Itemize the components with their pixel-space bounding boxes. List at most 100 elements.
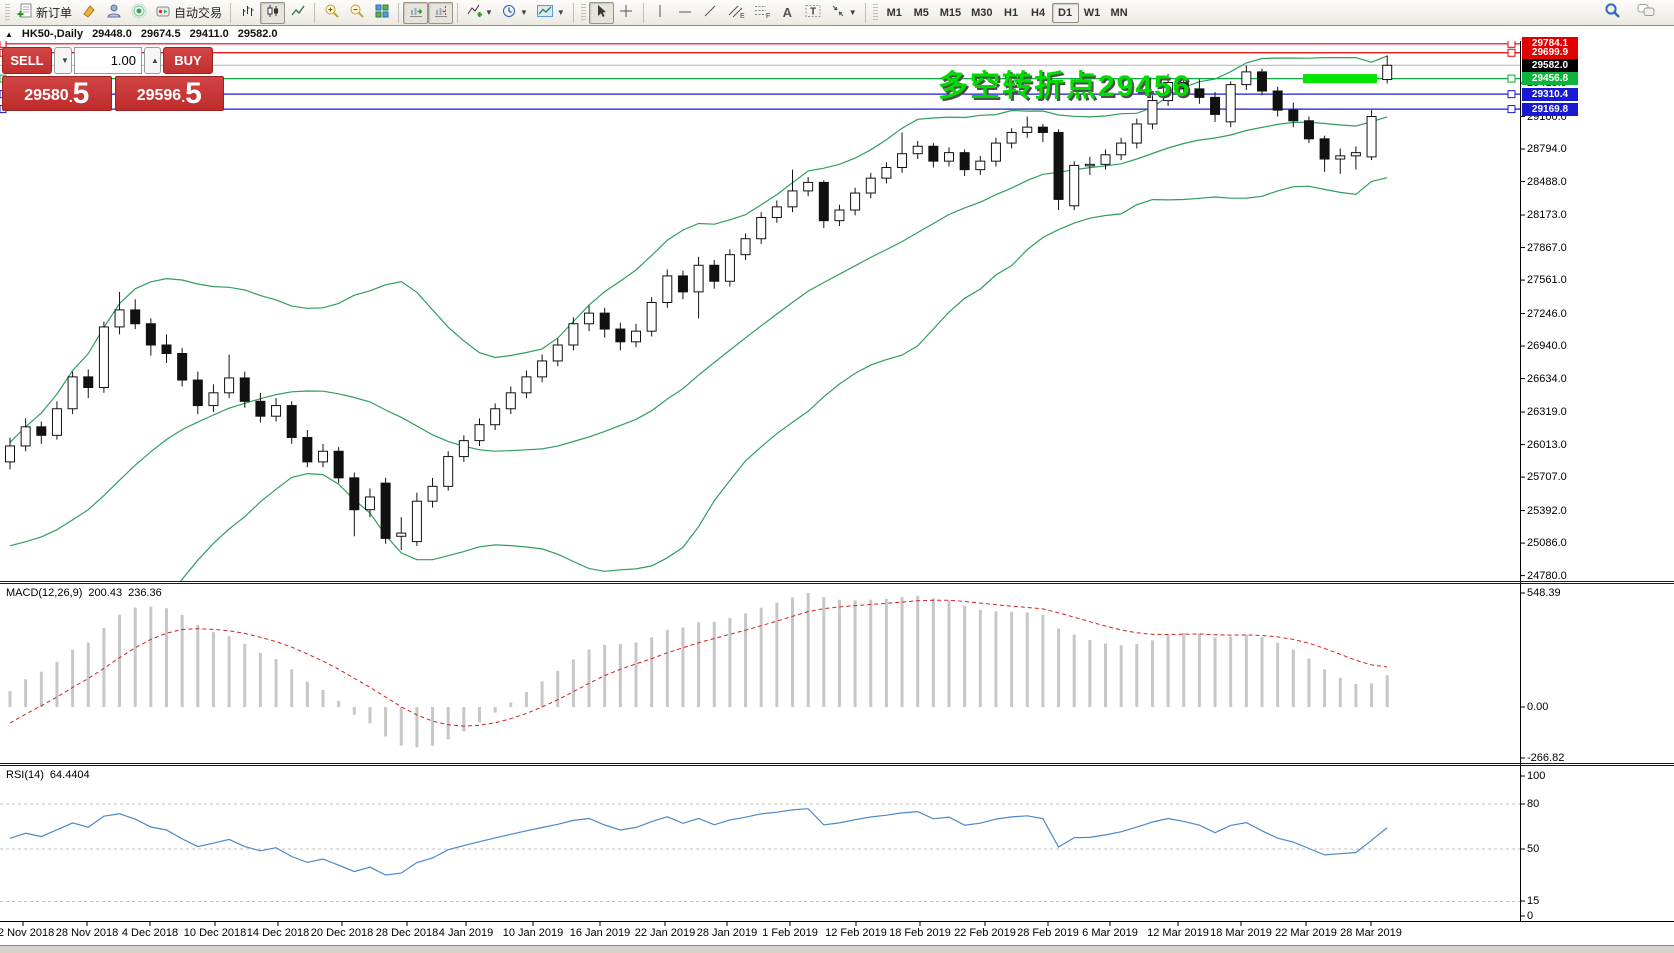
fibonacci-icon: F (753, 3, 771, 22)
trendline-icon (702, 3, 718, 22)
sell-price-dot: . (68, 89, 73, 105)
chat-icon[interactable] (1637, 2, 1656, 23)
arrows-tool-button[interactable]: ▼ (826, 2, 861, 24)
autotrading-button[interactable]: 自动交易 (151, 2, 226, 24)
timeframe-toolbar: M1 M5 M15 M30 H1 H4 D1 W1 MN (881, 2, 1133, 23)
channel-icon: E (727, 3, 745, 22)
caret-down-icon: ▼ (485, 8, 493, 17)
toolbar-separator (230, 2, 232, 23)
svg-text:T: T (810, 7, 816, 18)
text-tool-button[interactable]: A (775, 2, 800, 24)
new-order-button[interactable]: 新订单 (13, 2, 76, 24)
horizontal-line-tool-button[interactable] (673, 2, 698, 24)
timeframe-button-m5[interactable]: M5 (908, 3, 935, 23)
templates-button[interactable]: ▼ (532, 2, 569, 24)
metaeditor-button[interactable] (76, 2, 101, 24)
candlesticks (5, 55, 1393, 551)
toolbar-separator (314, 2, 316, 23)
trendline-tool-button[interactable] (698, 2, 723, 24)
sell-price-big-digit: 5 (72, 77, 90, 110)
bar-chart-mode-button[interactable] (235, 2, 260, 24)
buy-price-dot: . (181, 89, 186, 105)
line-chart-icon (290, 3, 306, 22)
window-bottom-edge (0, 945, 1674, 953)
auto-scroll-icon (408, 3, 424, 22)
macd-indicator-label: MACD(12,26,9) 200.43 236.36 (6, 587, 162, 599)
buy-price-display[interactable]: 29596. 5 (114, 76, 224, 111)
caret-up-icon: ▲ (151, 56, 159, 65)
toolbar-separator (864, 2, 866, 23)
indicators-icon (466, 3, 483, 22)
timeframe-button-h4[interactable]: H4 (1025, 3, 1052, 23)
chart-title-bar: ▲ HK50-,Daily 29448.0 29674.5 29411.0 29… (0, 27, 1520, 41)
cursor-tool-button[interactable] (588, 1, 614, 24)
timeframe-button-mn[interactable]: MN (1106, 3, 1133, 23)
fibonacci-tool-button[interactable]: F (749, 2, 775, 24)
volume-dropdown-button[interactable]: ▼ (54, 47, 72, 74)
chart-shift-icon (433, 3, 449, 22)
caret-down-icon: ▼ (519, 8, 528, 17)
crosshair-icon (618, 3, 634, 22)
cursor-icon (593, 3, 609, 22)
toolbar: 新订单 自动交易 ▼ ▼ ▼ (0, 0, 1674, 26)
bar-chart-icon (240, 3, 256, 22)
macd-signal-line (9, 599, 1388, 727)
toolbar-separator (398, 2, 400, 23)
ohlc-open: 29448.0 (92, 28, 132, 40)
equidistant-channel-tool-button[interactable]: E (723, 2, 749, 24)
sell-price-main: 29580 (24, 87, 69, 104)
vertical-line-tool-button[interactable] (648, 2, 673, 24)
search-icon[interactable] (1604, 2, 1621, 24)
chart-shift-button[interactable] (428, 1, 454, 24)
rsi-name: RSI(14) (6, 769, 44, 781)
user-icon (106, 3, 122, 22)
chart-annotation-text[interactable]: 多空转折点29456 (938, 70, 1192, 103)
sell-price-display[interactable]: 29580. 5 (2, 76, 112, 111)
price-level-lines (0, 39, 1520, 114)
tile-windows-icon (374, 3, 390, 22)
toolbar-right-icons (1604, 2, 1656, 24)
macd-signal-value: 236.36 (128, 587, 162, 599)
volume-input[interactable] (74, 47, 142, 74)
autotrading-icon (155, 3, 171, 22)
toolbar-grip[interactable] (580, 3, 586, 22)
rsi-indicator-label: RSI(14) 64.4404 (6, 769, 90, 781)
buy-price-big-digit: 5 (185, 77, 202, 110)
indicators-button[interactable]: ▼ (462, 2, 497, 24)
new-order-icon (17, 3, 33, 22)
toolbar-separator (457, 2, 459, 23)
horizontal-line-icon (677, 6, 693, 20)
zoom-in-button[interactable] (319, 2, 344, 24)
sell-button[interactable]: SELL (2, 47, 52, 74)
toolbar-separator (642, 2, 644, 23)
periods-button[interactable]: ▼ (497, 2, 532, 24)
text-label-tool-button[interactable]: T (800, 2, 826, 24)
timeframe-button-w1[interactable]: W1 (1079, 3, 1106, 23)
annotation-highlight-bar (1303, 74, 1377, 84)
toolbar-grip[interactable] (872, 3, 878, 22)
volume-increase-button[interactable]: ▲ (144, 47, 161, 74)
timeframe-button-m1[interactable]: M1 (881, 3, 908, 23)
collapse-triangle-icon[interactable]: ▲ (5, 29, 13, 39)
line-chart-mode-button[interactable] (285, 2, 310, 24)
buy-price-main: 29596 (136, 87, 182, 104)
rsi-value: 64.4404 (49, 769, 90, 781)
timeframe-button-h1[interactable]: H1 (998, 3, 1025, 23)
timeframe-button-m15[interactable]: M15 (935, 3, 966, 23)
timeframe-button-d1[interactable]: D1 (1051, 2, 1079, 23)
community-button[interactable] (101, 2, 126, 24)
zoom-out-icon (349, 3, 365, 22)
buy-button[interactable]: BUY (163, 47, 213, 74)
template-icon (536, 3, 554, 22)
crosshair-tool-button[interactable] (614, 2, 639, 24)
clock-icon (501, 3, 517, 22)
tile-windows-button[interactable] (369, 2, 394, 24)
toolbar-grip[interactable] (5, 3, 10, 22)
auto-scroll-button[interactable] (403, 1, 429, 24)
signals-button[interactable] (126, 2, 151, 24)
candlestick-mode-button[interactable] (260, 1, 286, 24)
timeframe-button-m30[interactable]: M30 (966, 3, 997, 23)
zoom-out-button[interactable] (344, 2, 369, 24)
